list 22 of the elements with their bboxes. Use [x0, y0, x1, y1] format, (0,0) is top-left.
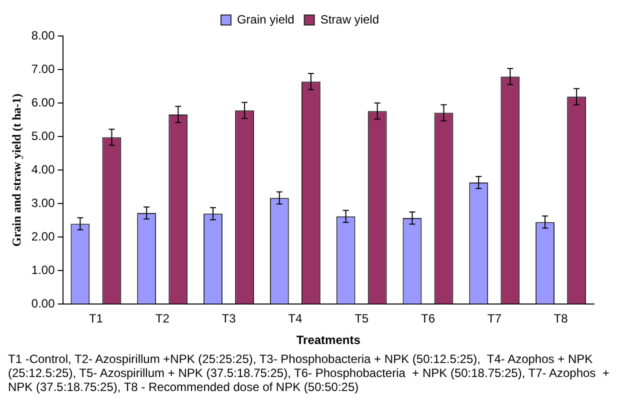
x-tick-label: T4 [288, 312, 302, 326]
y-tick-label: 4.00 [31, 162, 56, 176]
x-tick-label: T6 [420, 312, 436, 326]
y-tick-label: 2.00 [31, 229, 56, 244]
x-axis-title: Treatments [296, 333, 361, 348]
y-tick-label: 8.00 [31, 28, 56, 42]
y-tick-label: 6.00 [31, 95, 56, 110]
y-tick-label: 5.00 [31, 128, 56, 143]
x-tick-label: T2 [155, 312, 170, 326]
x-tick-label: T3 [222, 312, 236, 326]
x-tick-label: T7 [487, 312, 502, 326]
y-tick-label: 7.00 [31, 62, 56, 76]
y-tick-label: 3.00 [31, 196, 56, 210]
x-tick-label: T1 [88, 312, 104, 326]
y-tick-label: 1.00 [31, 262, 56, 277]
y-tick-label: 0.00 [31, 296, 56, 311]
text: T1 -Control, T2- Azospirillum +NPK (25:25:25), T3- Phosphobacteria + NPK (50:12.5:25), T4- Azophos + NPK (25:12.5:25), T5- Azospirillum + NPK (37.5:18.75:25), T6- Phosphobacteria + NPK (50:18.75:25), T7- Azophos + NPK (37.5:18.75:25), T8 - Recommended dose of NPK (50:50:25) [8, 352, 610, 394]
legend-label: Grain yield [236, 12, 294, 26]
legend-label: Straw yield [320, 12, 380, 26]
y-axis-title: Grain and straw yield (t ha-1) [9, 94, 24, 247]
x-tick-label: T5 [354, 312, 369, 326]
x-tick-label: T8 [554, 312, 568, 326]
